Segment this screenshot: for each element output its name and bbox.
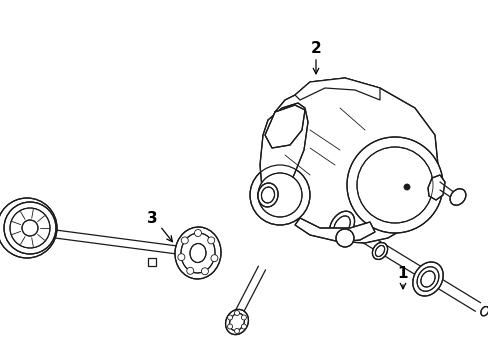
Text: 3: 3 <box>146 211 157 225</box>
Polygon shape <box>427 175 444 200</box>
Polygon shape <box>260 103 307 200</box>
Ellipse shape <box>181 233 215 273</box>
Circle shape <box>181 237 188 244</box>
Circle shape <box>207 237 214 244</box>
Circle shape <box>403 184 409 190</box>
Polygon shape <box>294 218 374 242</box>
Circle shape <box>227 324 232 329</box>
Polygon shape <box>263 78 437 243</box>
Ellipse shape <box>416 267 438 291</box>
Circle shape <box>186 267 193 274</box>
Ellipse shape <box>229 314 244 330</box>
Ellipse shape <box>261 187 274 203</box>
Polygon shape <box>264 105 305 148</box>
Ellipse shape <box>480 306 488 316</box>
Circle shape <box>210 255 218 262</box>
Ellipse shape <box>449 189 465 205</box>
Circle shape <box>335 229 353 247</box>
Circle shape <box>178 254 184 261</box>
Circle shape <box>346 137 442 233</box>
Circle shape <box>234 310 239 315</box>
Polygon shape <box>148 258 156 266</box>
Ellipse shape <box>175 227 221 279</box>
Circle shape <box>194 230 201 237</box>
Ellipse shape <box>412 262 442 296</box>
Ellipse shape <box>420 271 434 287</box>
Circle shape <box>0 198 57 258</box>
Ellipse shape <box>225 309 248 334</box>
Ellipse shape <box>329 211 354 241</box>
Circle shape <box>258 173 302 217</box>
Circle shape <box>227 315 232 320</box>
Text: 2: 2 <box>310 41 321 55</box>
Circle shape <box>4 202 56 254</box>
Ellipse shape <box>190 243 205 262</box>
Circle shape <box>10 208 50 248</box>
Circle shape <box>234 328 239 333</box>
Circle shape <box>241 324 246 329</box>
Ellipse shape <box>333 216 349 236</box>
Polygon shape <box>294 78 379 100</box>
Ellipse shape <box>375 246 384 257</box>
Text: 1: 1 <box>397 266 407 280</box>
Circle shape <box>356 147 432 223</box>
Circle shape <box>22 220 38 236</box>
Circle shape <box>201 268 208 275</box>
Circle shape <box>249 165 309 225</box>
Ellipse shape <box>372 243 387 260</box>
Circle shape <box>241 315 246 320</box>
Ellipse shape <box>257 183 278 207</box>
